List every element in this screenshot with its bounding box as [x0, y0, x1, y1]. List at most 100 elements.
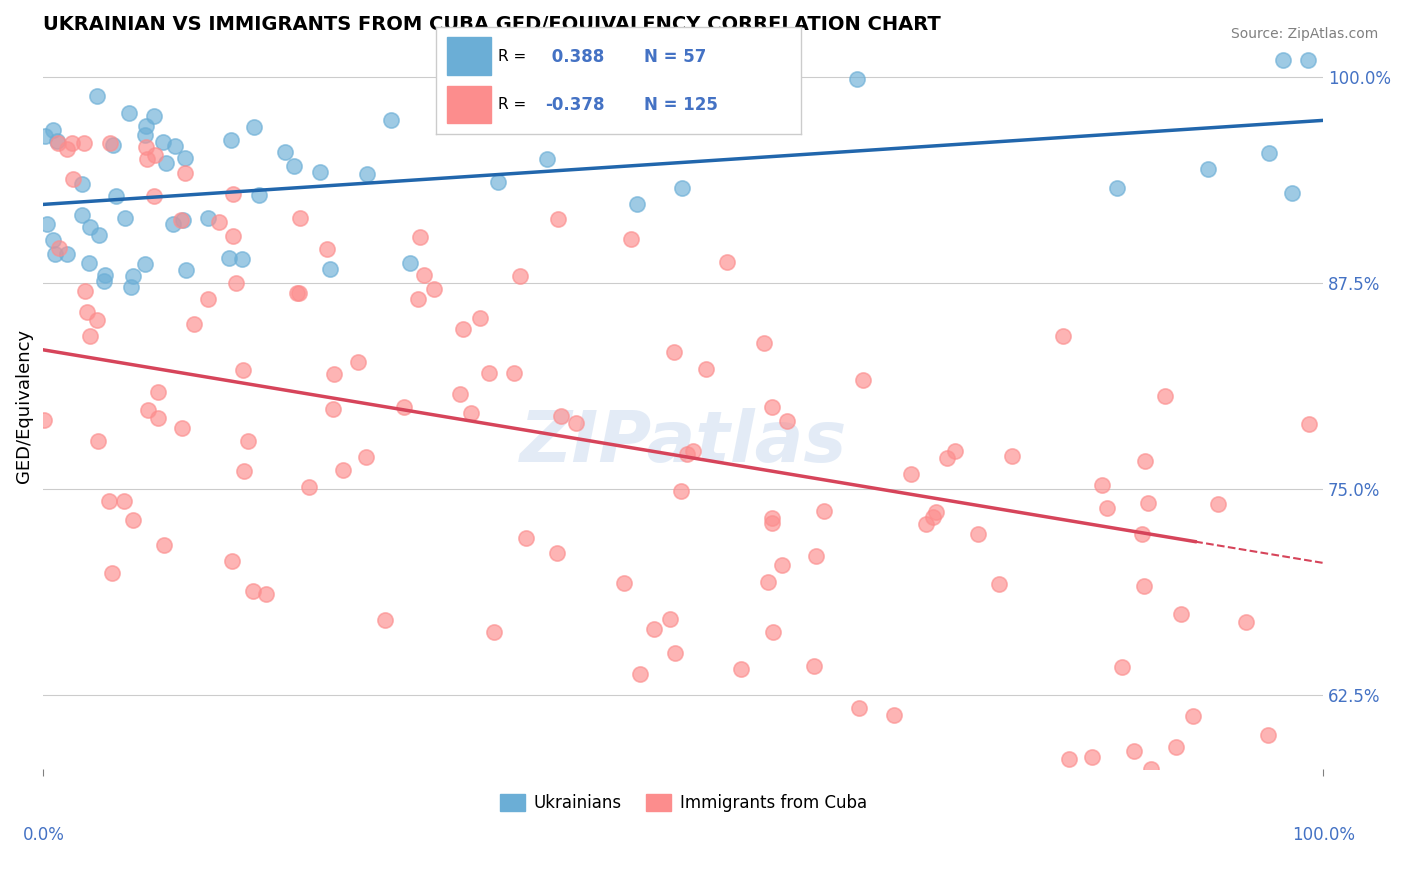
Point [101, 566, 124, 580]
Point [114, 211, 136, 225]
Point [662, 344, 685, 359]
Point [659, 612, 682, 626]
Point [565, 416, 588, 430]
Point [669, 483, 692, 498]
Point [118, 106, 141, 120]
Point [222, 186, 245, 201]
Text: R =: R = [498, 97, 526, 112]
Point [103, 138, 125, 153]
Point [1281, 186, 1303, 200]
Point [122, 268, 145, 283]
Point [288, 211, 311, 225]
Point [845, 71, 868, 86]
Point [274, 145, 297, 159]
Text: 0.388: 0.388 [546, 48, 603, 66]
Point [34, 413, 56, 427]
Point [170, 213, 193, 227]
Point [1298, 417, 1320, 431]
Point [62, 171, 84, 186]
Point [1258, 145, 1281, 160]
Text: 0.0%: 0.0% [22, 826, 65, 845]
Point [1197, 161, 1219, 176]
Point [848, 701, 870, 715]
Point [319, 262, 342, 277]
Point [221, 553, 243, 567]
Point [136, 402, 159, 417]
Point [1170, 607, 1192, 622]
Point [1095, 501, 1118, 516]
Point [225, 276, 247, 290]
Point [155, 155, 177, 169]
Point [42, 233, 65, 247]
Point [616, 68, 638, 82]
FancyBboxPatch shape [447, 37, 491, 75]
Point [630, 666, 652, 681]
Point [197, 211, 219, 225]
Point [79, 219, 101, 234]
Point [46, 134, 69, 148]
Point [1091, 477, 1114, 491]
Point [76, 305, 98, 319]
Point [509, 268, 531, 283]
Point [356, 168, 378, 182]
Point [208, 215, 231, 229]
Point [163, 138, 186, 153]
Point [356, 450, 378, 465]
Point [143, 147, 166, 161]
Point [813, 503, 835, 517]
Point [170, 421, 193, 435]
Point [242, 583, 264, 598]
Point [79, 329, 101, 343]
Point [87, 227, 110, 242]
Point [1136, 495, 1159, 509]
Point [152, 135, 174, 149]
Point [761, 516, 783, 530]
Point [468, 311, 491, 326]
Point [716, 255, 738, 269]
Point [322, 402, 344, 417]
Point [399, 256, 422, 270]
Point [1154, 388, 1177, 402]
Point [900, 467, 922, 481]
Point [98, 136, 121, 150]
Point [1052, 329, 1074, 343]
Point [287, 286, 309, 301]
Point [374, 613, 396, 627]
Point [42, 122, 65, 136]
Point [70, 208, 93, 222]
Point [486, 175, 509, 189]
Point [173, 166, 195, 180]
Point [409, 229, 432, 244]
Point [153, 539, 176, 553]
Point [322, 367, 344, 381]
Point [231, 252, 253, 267]
Point [135, 140, 157, 154]
Point [143, 109, 166, 123]
Point [285, 285, 308, 300]
Point [676, 447, 699, 461]
Text: 100.0%: 100.0% [1292, 826, 1354, 845]
Point [449, 386, 471, 401]
Point [46, 136, 69, 150]
Point [174, 152, 197, 166]
Text: N = 57: N = 57 [644, 48, 707, 66]
Text: ZIPatlas: ZIPatlas [520, 408, 846, 477]
Point [626, 197, 648, 211]
Point [406, 292, 429, 306]
Point [671, 181, 693, 195]
Point [664, 646, 686, 660]
Point [34, 128, 56, 143]
Point [134, 257, 156, 271]
Point [1107, 181, 1129, 195]
Point [346, 355, 368, 369]
Point [73, 284, 96, 298]
Point [761, 511, 783, 525]
Point [332, 463, 354, 477]
Point [536, 152, 558, 166]
Point [247, 188, 270, 202]
Point [146, 384, 169, 399]
Point [380, 113, 402, 128]
Point [114, 493, 136, 508]
Point [232, 363, 254, 377]
Point [135, 119, 157, 133]
